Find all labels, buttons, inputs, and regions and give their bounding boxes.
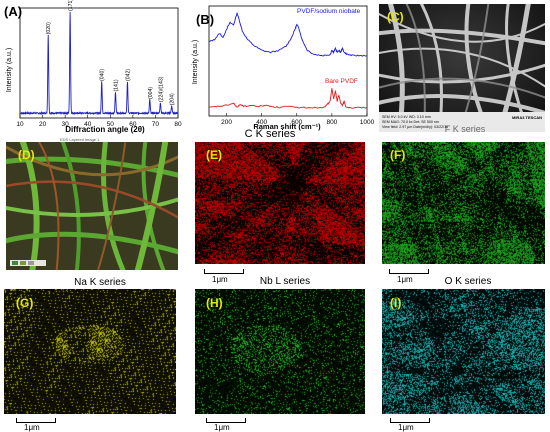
scale-label-i: 1μm xyxy=(398,423,414,432)
scale-bar-i xyxy=(390,418,430,423)
raman-tick-label: 1000 xyxy=(360,119,375,126)
series-label-nb: Nb L series xyxy=(259,276,311,287)
xrd-tick-label: 30 xyxy=(62,121,70,128)
raman-legend-bare-pvdf: Bare PVDF xyxy=(325,78,358,85)
xrd-peak-labels: (020) (171)/(002) (040) (141) (042) (004) (224… xyxy=(46,0,175,105)
eds-map-o xyxy=(382,289,545,414)
sem-info-line2: SEM MAG: 70.0 kx Det: SE 500 nm xyxy=(382,120,439,124)
xrd-xlabel: Diffraction angle (2θ) xyxy=(65,125,145,134)
xrd-tick-label: 80 xyxy=(174,121,182,128)
xrd-peak-label: (040) xyxy=(100,69,106,81)
xrd-peak-label: (224)/(143) xyxy=(158,76,164,102)
scale-bar-h xyxy=(206,418,246,423)
raman-frame xyxy=(208,5,368,117)
xrd-peak-label: (020) xyxy=(46,22,52,34)
scale-bar-f xyxy=(389,269,429,274)
scale-label-g: 1μm xyxy=(24,423,40,432)
raman-legend-pvdf-sodium-niobate: PVDF/sodium niobate xyxy=(297,8,361,15)
xrd-chart: 10 20 30 40 50 60 70 80 (020) (171)/(002) (040) (1… xyxy=(6,0,182,134)
sem-image: SEM HV: 5.0 kV WD: 3.10 mm SEM MAG: 70.0… xyxy=(379,4,545,132)
eds-layered-title: EDS Layered Image 1 xyxy=(60,137,100,142)
scale-bar-g xyxy=(16,418,56,423)
xrd-tick-label: 40 xyxy=(84,121,92,128)
eds-map-nb xyxy=(195,289,365,414)
sem-brand: MIRA3 TESCAN xyxy=(512,115,542,120)
series-label-na: Na K series xyxy=(74,277,126,288)
scale-label-e: 1μm xyxy=(212,275,228,284)
eds-map-c xyxy=(195,142,365,264)
raman-ylabel: Intensity (a.u.) xyxy=(192,40,199,84)
xrd-tick-label: 50 xyxy=(107,121,115,128)
eds-map-f xyxy=(382,142,545,264)
panel-label-f: (F) xyxy=(390,148,406,162)
raman-x-ticks: 200 400 600 800 1000 xyxy=(221,113,375,126)
series-label-c: C K series xyxy=(244,128,296,140)
scale-bar-e xyxy=(204,269,244,274)
sem-info-line1: SEM HV: 5.0 kV WD: 3.10 mm xyxy=(382,115,431,119)
panel-label-e: (E) xyxy=(206,148,222,162)
raman-series-bare-pvdf xyxy=(208,88,368,109)
xrd-peak-label: (141) xyxy=(113,79,119,91)
xrd-peak-label: (004) xyxy=(148,87,154,99)
xrd-series-line xyxy=(19,11,179,116)
panel-label-b: (B) xyxy=(196,12,215,27)
raman-tick-label: 800 xyxy=(326,119,337,126)
xrd-peak-label: (042) xyxy=(125,69,131,81)
panel-label-i: (I) xyxy=(390,296,402,310)
panel-label-a: (A) xyxy=(4,4,23,19)
raman-series-pvdf-sodium-niobate xyxy=(208,12,368,57)
raman-axes xyxy=(208,5,368,117)
xrd-tick-label: 70 xyxy=(152,121,160,128)
panel-label-d: (D) xyxy=(18,148,35,162)
eds-layered-image xyxy=(6,142,178,270)
xrd-ylabel: Intensity (a.u.) xyxy=(6,48,13,92)
xrd-axes xyxy=(19,7,179,119)
eds-map-na xyxy=(4,289,176,414)
raman-tick-label: 200 xyxy=(221,119,232,126)
xrd-frame xyxy=(19,7,179,119)
raman-tick-label: 600 xyxy=(291,119,302,126)
raman-tick-label: 400 xyxy=(256,119,267,126)
panel-label-c: (C) xyxy=(387,10,404,24)
series-label-f: F K series xyxy=(444,124,486,134)
panel-label-g: (G) xyxy=(16,296,34,310)
xrd-x-ticks: 10 20 30 40 50 60 70 80 xyxy=(16,115,182,128)
xrd-peak-label: (171)/(002) xyxy=(68,0,74,11)
scale-label-f: 1μm xyxy=(397,275,413,284)
raman-chart: 200 400 600 800 1000 PVDF/sodium niobate Bar… xyxy=(192,5,375,131)
xrd-tick-label: 10 xyxy=(16,121,24,128)
xrd-tick-label: 20 xyxy=(39,121,47,128)
xrd-tick-label: 60 xyxy=(129,121,137,128)
raman-xlabel: Raman shift (cm⁻¹) xyxy=(253,122,321,131)
panel-label-h: (H) xyxy=(206,296,223,310)
sem-info-line3: View field: 2.97 µm Date(m/d/y): 03/22/1… xyxy=(382,125,448,129)
scale-label-h: 1μm xyxy=(214,423,230,432)
series-label-o: O K series xyxy=(444,276,492,287)
xrd-peak-label: (204) xyxy=(170,93,176,105)
